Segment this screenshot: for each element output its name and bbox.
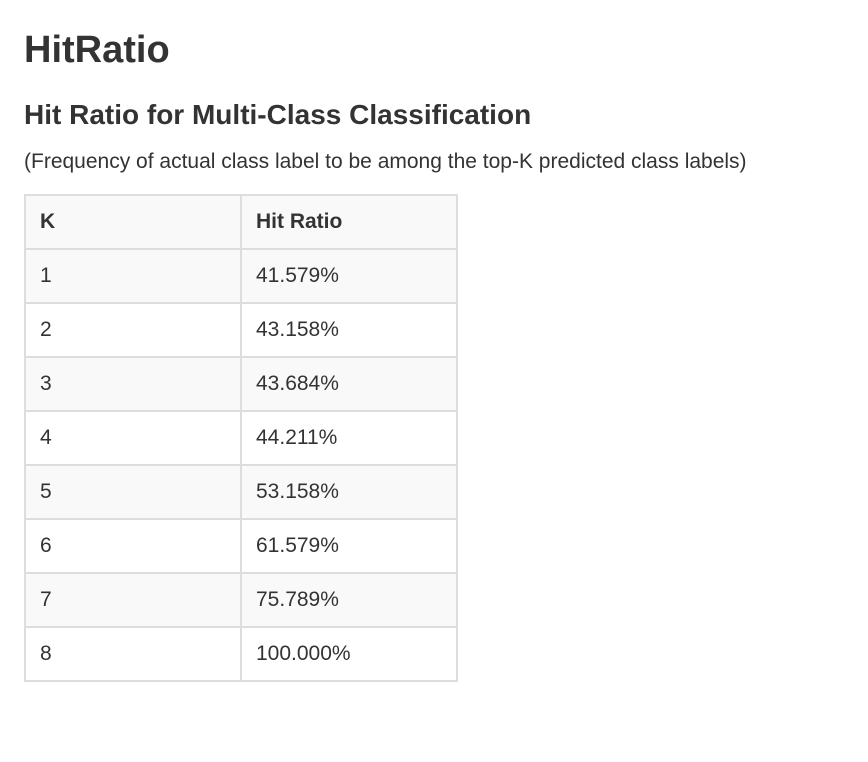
cell-k: 2 bbox=[24, 302, 242, 358]
hit-ratio-table: K Hit Ratio 1 41.579% 2 43.158% 3 43.684… bbox=[24, 194, 458, 682]
section-title: Hit Ratio for Multi-Class Classification bbox=[24, 99, 532, 130]
page-title: HitRatio bbox=[24, 29, 170, 71]
table-row: 7 75.789% bbox=[24, 572, 458, 628]
column-header-k: K bbox=[24, 194, 242, 250]
cell-k: 4 bbox=[24, 410, 242, 466]
table-row: 5 53.158% bbox=[24, 464, 458, 520]
cell-hit-ratio: 53.158% bbox=[240, 464, 458, 520]
table-row: 1 41.579% bbox=[24, 248, 458, 304]
table-row: 6 61.579% bbox=[24, 518, 458, 574]
column-header-hit-ratio: Hit Ratio bbox=[240, 194, 458, 250]
table-row: 8 100.000% bbox=[24, 626, 458, 682]
table-row: 2 43.158% bbox=[24, 302, 458, 358]
cell-hit-ratio: 44.211% bbox=[240, 410, 458, 466]
table-header: K Hit Ratio bbox=[24, 194, 458, 250]
cell-hit-ratio: 100.000% bbox=[240, 626, 458, 682]
table-row: 3 43.684% bbox=[24, 356, 458, 412]
cell-k: 1 bbox=[24, 248, 242, 304]
cell-k: 7 bbox=[24, 572, 242, 628]
cell-hit-ratio: 61.579% bbox=[240, 518, 458, 574]
cell-hit-ratio: 43.158% bbox=[240, 302, 458, 358]
table-row: 4 44.211% bbox=[24, 410, 458, 466]
cell-k: 8 bbox=[24, 626, 242, 682]
table-header-row: K Hit Ratio bbox=[24, 194, 458, 250]
section-description: (Frequency of actual class label to be a… bbox=[24, 150, 747, 173]
cell-hit-ratio: 41.579% bbox=[240, 248, 458, 304]
cell-k: 5 bbox=[24, 464, 242, 520]
cell-k: 6 bbox=[24, 518, 242, 574]
cell-hit-ratio: 75.789% bbox=[240, 572, 458, 628]
table-body: 1 41.579% 2 43.158% 3 43.684% 4 44.211% … bbox=[24, 248, 458, 682]
cell-k: 3 bbox=[24, 356, 242, 412]
cell-hit-ratio: 43.684% bbox=[240, 356, 458, 412]
